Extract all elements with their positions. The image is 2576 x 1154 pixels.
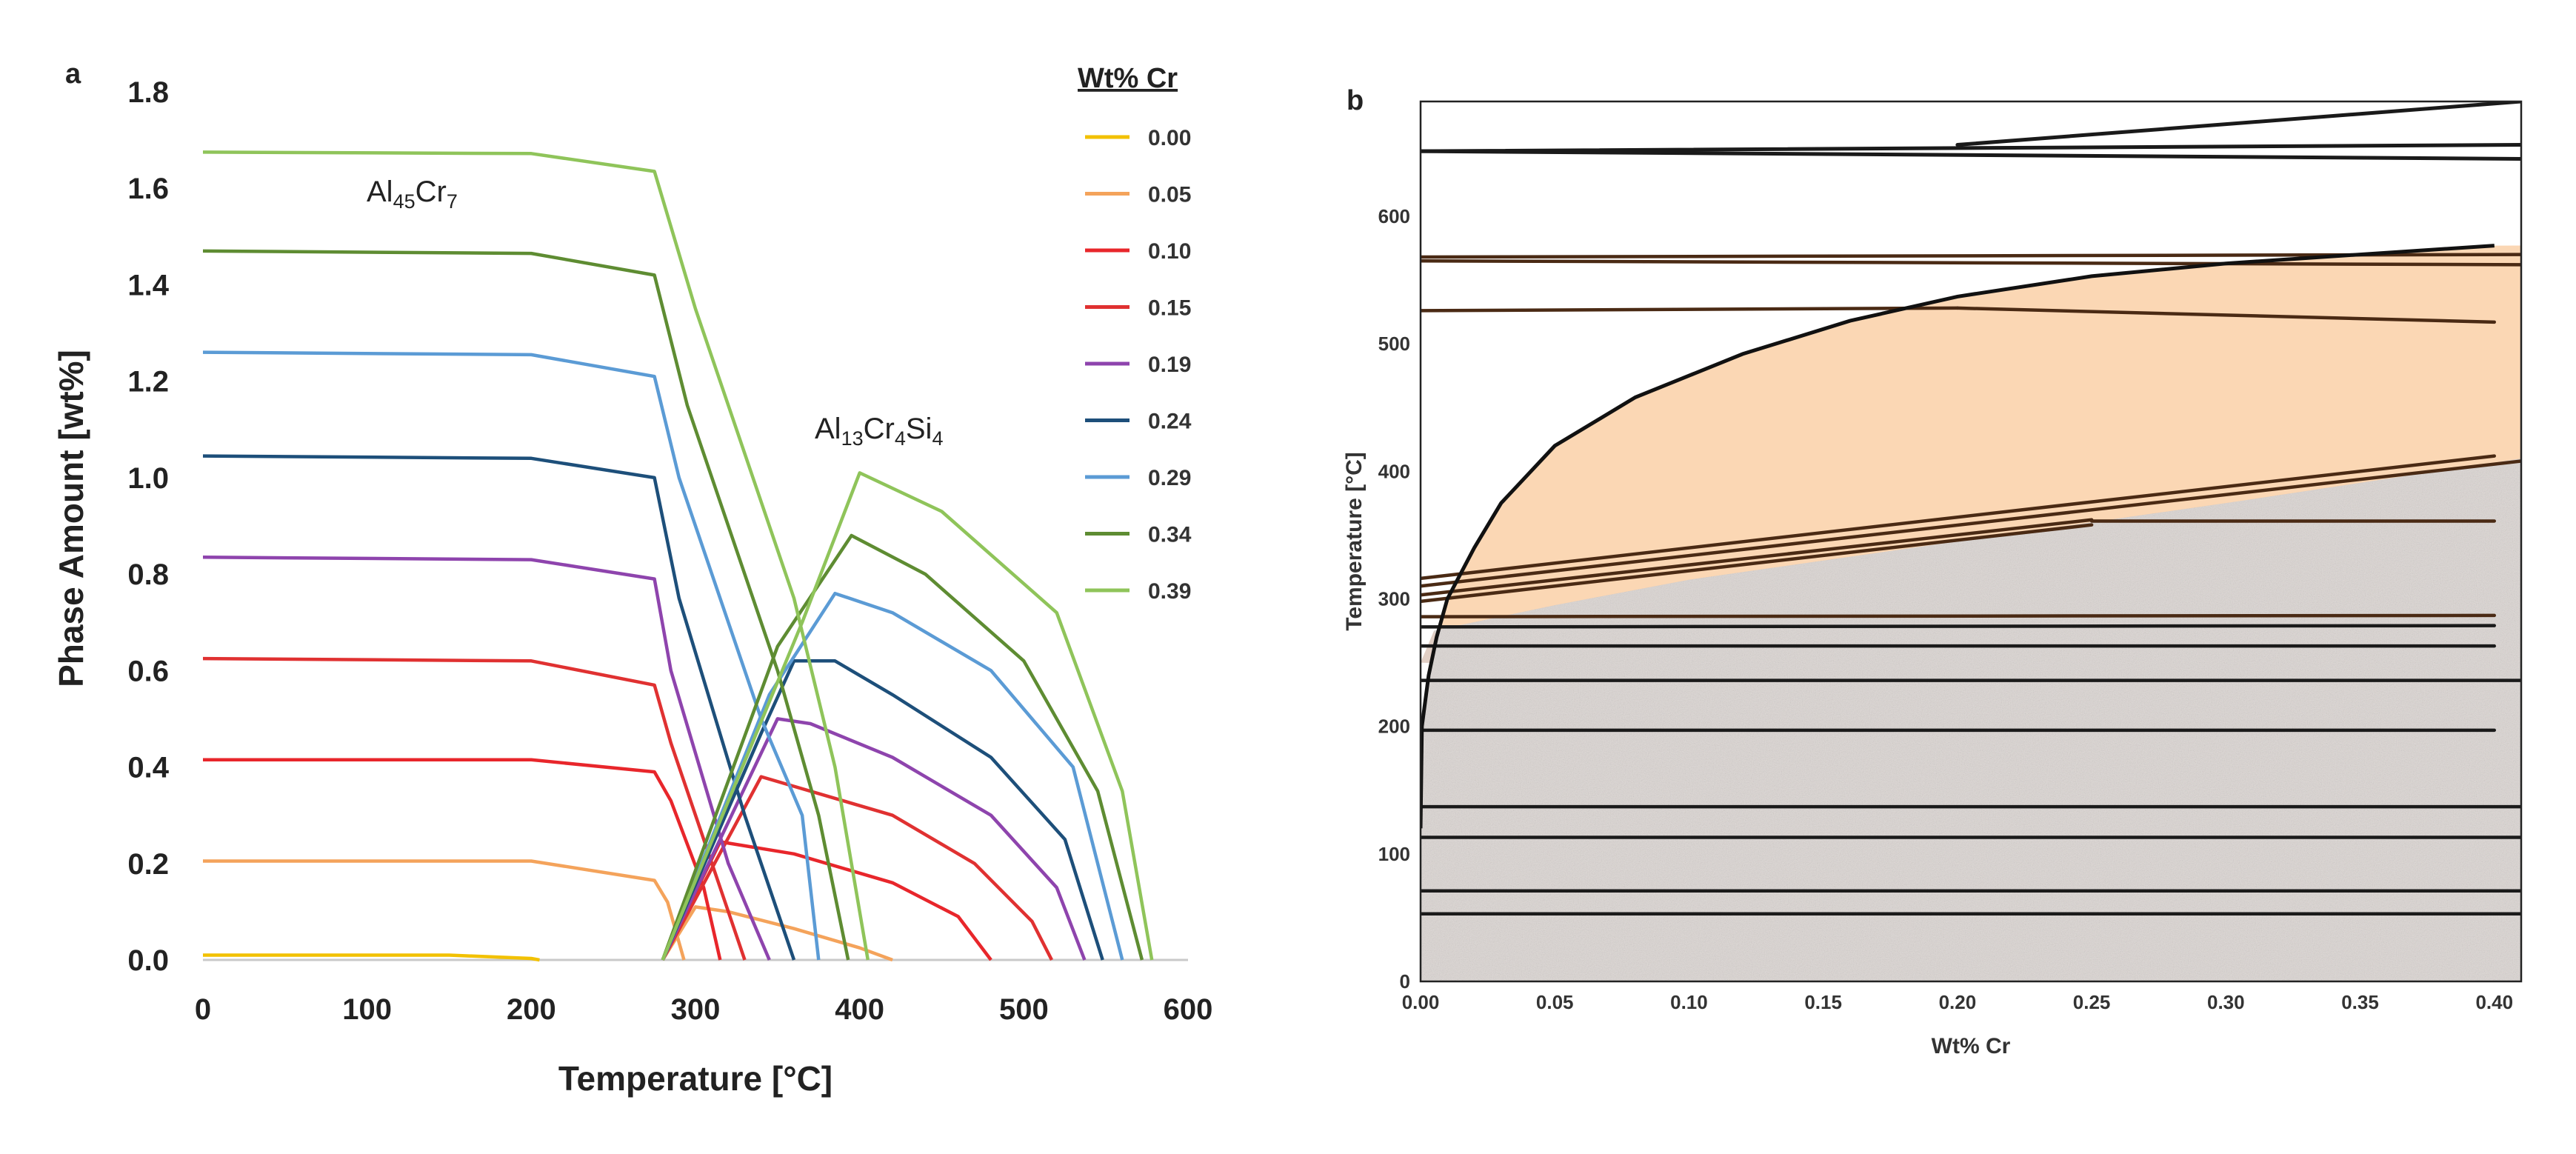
panel-a-y-tick-label: 1.2	[127, 366, 169, 398]
isotherm-line-1	[1421, 143, 2521, 153]
panel-b-x-tick-label: 0.15	[1804, 991, 1842, 1013]
legend-label-0-24: 0.24	[1148, 410, 1192, 434]
panel-a-x-tick-label: 300	[671, 993, 721, 1026]
panel-b-x-tick-label: 0.00	[1402, 991, 1440, 1013]
legend-label-0-05: 0.05	[1148, 183, 1191, 207]
legend-items: 0.00 0.05 0.10 0.15 0.19 0.24 0.29 0.34 0.39	[1085, 126, 1192, 604]
isotherm-line-9	[1421, 459, 2521, 588]
legend-label-0-00: 0.00	[1148, 126, 1191, 150]
legend-label-0-29: 0.29	[1148, 466, 1191, 490]
panel-a-x-axis-label: Temperature [°C]	[558, 1059, 832, 1098]
panel-b-y-tick-label: 100	[1378, 843, 1410, 865]
panel-b-x-tick-label: 0.40	[2475, 991, 2513, 1013]
legend-label-0-34: 0.34	[1148, 523, 1192, 547]
series-line-al13cr4si4-0-34	[661, 533, 1144, 961]
series-line-al45cr7-0-29	[203, 350, 821, 961]
legend: Wt% Cr 0.000.050.100.150.190.240.290.340…	[1078, 63, 1192, 604]
panel-b-plot-area	[1421, 101, 2521, 981]
series-line-al45cr7-0-10	[203, 758, 722, 961]
panel-b-y-tick-label: 200	[1378, 716, 1410, 738]
panel-a-x-tick-label: 0	[195, 993, 211, 1026]
panel-b-y-tick-label: 500	[1378, 333, 1410, 355]
isotherm-line-2	[1421, 149, 2521, 161]
panel-a-y-tick-label: 1.4	[127, 269, 169, 301]
panel-b-x-axis-label: Wt% Cr	[1932, 1034, 2011, 1058]
panel-b-label: b	[1347, 85, 1364, 116]
isotherm-line-11	[1421, 523, 2094, 604]
isotherm-line-13	[1421, 613, 2497, 618]
region-texture	[1421, 458, 2521, 981]
series-line-al45cr7-0-00	[203, 953, 540, 962]
isotherm-line-6	[1421, 306, 1960, 313]
panel-a-x-tick-label: 200	[507, 993, 556, 1026]
panel-a-y-tick-label: 0.4	[127, 752, 169, 784]
panel-b-y-ticks: 0 100 200 300 400 500 600	[1378, 205, 1410, 993]
panel-a-x-tick-label: 600	[1164, 993, 1213, 1026]
panel-b-frame	[1419, 100, 2523, 983]
panel-a-y-tick-label: 0.0	[127, 944, 169, 977]
series-line-al45cr7-0-05	[203, 859, 686, 961]
panel-b-y-tick-label: 400	[1378, 460, 1410, 482]
panel-b-x-tick-label: 0.20	[1939, 991, 1977, 1013]
panel-b-y-tick-label: 300	[1378, 587, 1410, 610]
panel-b-y-tick-label: 600	[1378, 205, 1410, 227]
series-line-al13cr4si4-0-15	[661, 775, 1054, 961]
legend-label-0-39: 0.39	[1148, 579, 1191, 604]
legend-title: Wt% Cr	[1078, 63, 1178, 94]
panel-a-series-lines	[203, 150, 1154, 962]
isotherm-line-10	[1421, 518, 2094, 597]
series-line-al45cr7-0-24	[203, 454, 796, 961]
panel-a-x-ticks: 0 100 200 300 400 500 600	[195, 993, 1213, 1026]
legend-label-0-19: 0.19	[1148, 353, 1191, 377]
panel-b-x-ticks: 0.00 0.05 0.10 0.15 0.20 0.25 0.30 0.35 0.40	[1402, 991, 2513, 1013]
isotherm-line-7	[1955, 306, 2497, 324]
panel-b-y-axis-label: Temperature [°C]	[1342, 452, 1367, 630]
series-line-al13cr4si4-0-24	[661, 659, 1104, 961]
series-line-al45cr7-0-19	[203, 556, 771, 961]
panel-b-x-tick-label: 0.25	[2073, 991, 2111, 1013]
panel-a-x-tick-label: 100	[342, 993, 392, 1026]
panel-a-x-tick-label: 500	[999, 993, 1049, 1026]
panel-b-x-tick-label: 0.30	[2207, 991, 2245, 1013]
panel-a-y-tick-label: 1.0	[127, 462, 169, 495]
panel-b-x-tick-label: 0.05	[1536, 991, 1574, 1013]
panel-a-y-tick-label: 0.8	[127, 558, 169, 591]
series-line-al13cr4si4-0-29	[661, 591, 1124, 961]
panel-a-y-axis-label: Phase Amount [wt%]	[52, 350, 90, 687]
isotherm-line-8	[1421, 454, 2497, 581]
panel-b-x-tick-label: 0.35	[2341, 991, 2379, 1013]
isotherm-line-5	[1421, 259, 2521, 267]
isotherm-line-3	[1955, 101, 2521, 147]
solvus-boundary	[1421, 244, 2495, 829]
panel-a-y-ticks: 0.0 0.2 0.4 0.6 0.8 1.0 1.2 1.4 1.6 1.8	[127, 76, 169, 977]
series-line-al45cr7-0-34	[203, 249, 850, 961]
series-line-al13cr4si4-0-39	[661, 471, 1154, 961]
series-line-al13cr4si4-0-19	[661, 717, 1087, 961]
panel-b-isotherm-lines	[1421, 101, 2521, 915]
panel-a-y-tick-label: 0.6	[127, 655, 169, 687]
panel-b-x-tick-label: 0.10	[1670, 991, 1708, 1013]
phase-label-al45cr7: Al45Cr7	[367, 176, 458, 213]
panel-a-y-tick-label: 1.8	[127, 76, 169, 109]
phase-label-al13cr4si4: Al13Cr4Si4	[815, 413, 943, 450]
panel-a: a 0.0 0.2 0.4 0.6 0.8 1.0 1.2 1.4 1.6 1.8 0 100 200…	[52, 59, 1212, 1098]
series-line-al45cr7-0-39	[203, 150, 870, 961]
legend-label-0-10: 0.10	[1148, 239, 1191, 264]
legend-label-0-15: 0.15	[1148, 296, 1191, 321]
panel-a-y-tick-label: 1.6	[127, 173, 169, 205]
panel-a-x-tick-label: 400	[835, 993, 884, 1026]
panel-b-y-tick-label: 0	[1400, 970, 1410, 993]
panel-a-label: a	[65, 59, 81, 90]
isotherm-line-14	[1421, 624, 2497, 629]
panel-a-y-tick-label: 0.2	[127, 848, 169, 881]
series-line-al45cr7-0-15	[203, 656, 747, 961]
